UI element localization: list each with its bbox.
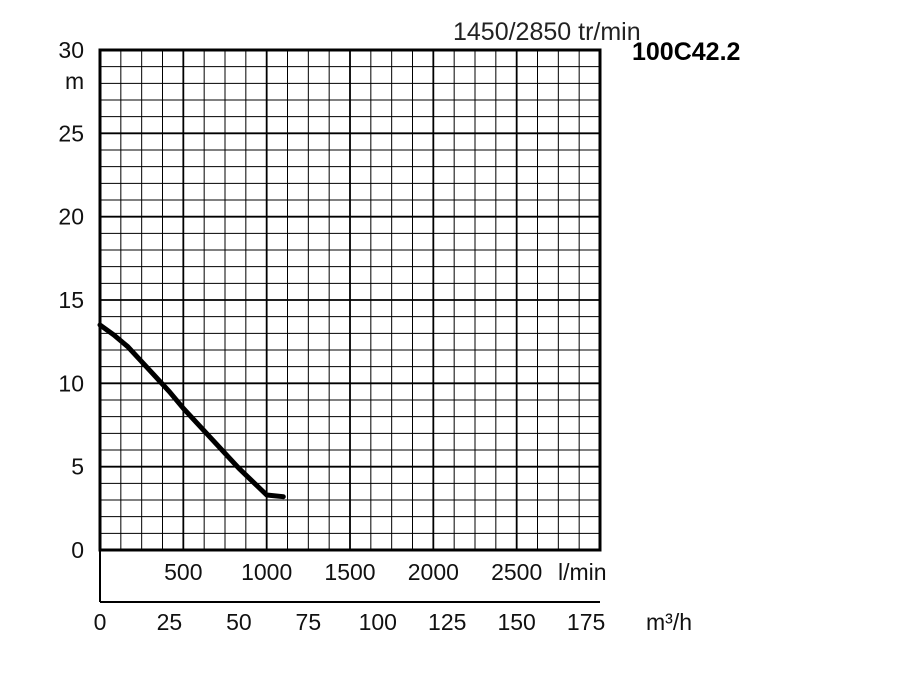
y-tick-label: 15 xyxy=(58,287,84,313)
y-tick-label: 30 xyxy=(58,37,84,63)
major-grid xyxy=(100,50,600,550)
y-tick-label: 25 xyxy=(58,120,84,146)
plot-frame xyxy=(98,48,602,552)
x-tick-m3h-label: 25 xyxy=(157,609,183,635)
x-tick-m3h-label: 50 xyxy=(226,609,252,635)
model-label: 100C42.2 xyxy=(632,38,740,66)
x-tick-m3h-label: 100 xyxy=(359,609,397,635)
x-tick-m3h-label: 0 xyxy=(94,609,107,635)
y-tick-label: 20 xyxy=(58,204,84,230)
y-tick-label: 5 xyxy=(71,454,84,480)
x-tick-m3h-label: 175 xyxy=(567,609,605,635)
x-unit-lmin-label: l/min xyxy=(558,559,607,585)
x-tick-m3h-label: 125 xyxy=(428,609,466,635)
x-tick-lmin-label: 1000 xyxy=(241,559,292,585)
head-curve-line xyxy=(97,322,286,500)
y-axis-ticks: 0 5 10 15 20 25 30 xyxy=(58,37,84,563)
x-tick-lmin-label: 2000 xyxy=(408,559,459,585)
y-unit-label: m xyxy=(65,68,84,94)
x-unit-m3h-label: m³/h xyxy=(646,609,692,635)
x-axis-m3h-ticks: 0 25 50 75 100 125 150 175 xyxy=(94,609,606,635)
x-tick-m3h-label: 75 xyxy=(296,609,322,635)
speed-header: 1450/2850 tr/min xyxy=(453,18,641,46)
x-axis-lmin-ticks: 500 1000 1500 2000 2500 xyxy=(164,559,542,585)
y-tick-label: 10 xyxy=(58,370,84,396)
x-tick-m3h-label: 150 xyxy=(497,609,535,635)
x-tick-lmin-label: 1500 xyxy=(324,559,375,585)
y-tick-label: 0 xyxy=(71,537,84,563)
x-tick-lmin-label: 2500 xyxy=(491,559,542,585)
x-tick-lmin-label: 500 xyxy=(164,559,202,585)
